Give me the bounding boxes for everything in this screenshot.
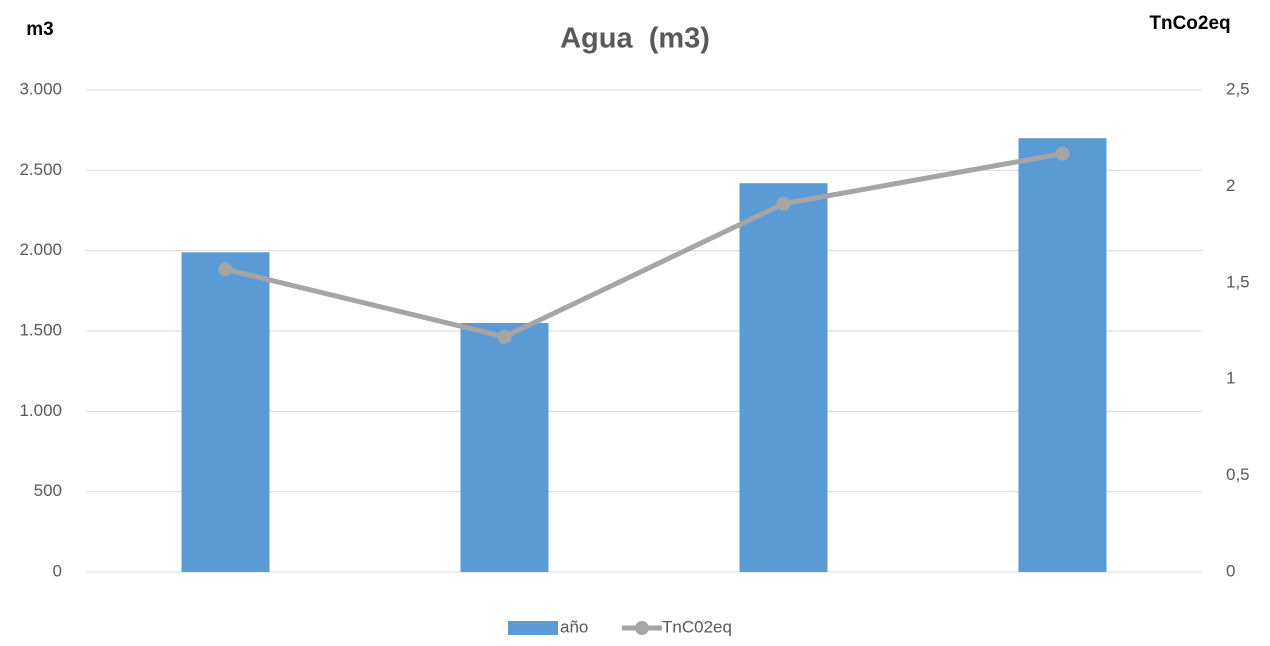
line-marker [1055, 146, 1070, 161]
chart-title: Agua (m3) [560, 23, 710, 55]
y-tick-label: 1.000 [19, 401, 62, 420]
line-marker [776, 196, 791, 211]
y-tick-label: 2.500 [19, 160, 62, 179]
line [224, 151, 1063, 340]
y-tick-label: 2.000 [19, 240, 62, 259]
y-tick-label: 0 [53, 561, 62, 580]
y2-tick-label: 2 [1226, 176, 1235, 195]
y2-axis-title: TnCo2eq [1149, 13, 1230, 34]
y-axis-title: m3 [26, 19, 53, 40]
bar [739, 183, 828, 573]
y2-tick-label: 1,5 [1226, 272, 1250, 291]
line-marker [218, 262, 233, 277]
legend-label: año [560, 617, 588, 636]
y2-tick-label: 0,5 [1226, 465, 1250, 484]
line-marker [497, 329, 512, 344]
legend-swatch [508, 621, 558, 635]
y-tick-label: 1.500 [19, 320, 62, 339]
y-tick-label: 500 [34, 481, 62, 500]
y-tick-label: 3.000 [19, 79, 62, 98]
y2-tick-label: 1 [1226, 369, 1235, 388]
legend-label: TnC02eq [662, 617, 732, 636]
bar [1018, 138, 1107, 572]
y2-tick-label: 2,5 [1226, 79, 1250, 98]
y2-tick-label: 0 [1226, 561, 1235, 580]
legend-swatch [635, 621, 649, 635]
bar [181, 252, 270, 573]
bar [460, 322, 549, 572]
